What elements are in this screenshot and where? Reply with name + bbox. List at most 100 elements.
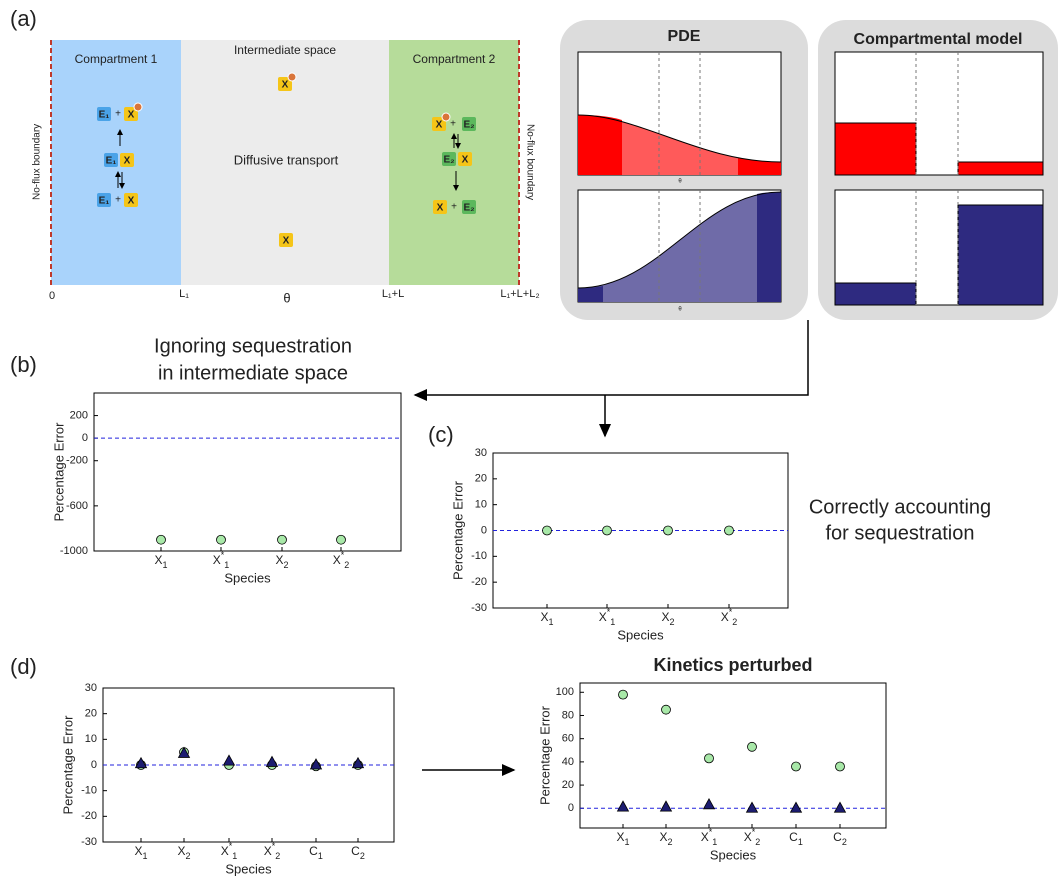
marker (278, 535, 287, 544)
phospho-badge (442, 113, 450, 121)
x-tick-label: X*1 (599, 607, 616, 627)
x-axis-label: Species (617, 627, 664, 642)
region-label: Intermediate space (234, 43, 336, 57)
molecule-label: E₂ (463, 203, 474, 214)
block (958, 162, 1043, 175)
x-tick-label: C2 (351, 844, 365, 861)
y-tick-label: -1000 (60, 545, 88, 557)
molecule-label: X (436, 120, 443, 131)
y-tick-label: -30 (81, 836, 97, 848)
panel-label: (a) (10, 6, 37, 31)
x-tick-label: C1 (789, 830, 803, 847)
region-label: Compartment 2 (413, 52, 496, 66)
plus: + (450, 119, 456, 130)
compartment-panel: Compartmental model (818, 20, 1058, 320)
x-tick-label: C2 (833, 830, 847, 847)
y-tick-label: 0 (568, 802, 574, 814)
x-tick-label: X*2 (721, 607, 738, 627)
block (958, 205, 1043, 305)
y-tick-label: -10 (81, 785, 97, 797)
block (835, 123, 916, 175)
x-tick-label: X*1 (213, 550, 230, 570)
x-tick-label: X2 (659, 830, 672, 847)
y-axis-label: Percentage Error (60, 715, 75, 815)
x-tick-label: C1 (309, 844, 323, 861)
x-tick-label: X2 (275, 553, 288, 570)
molecule-label: X (282, 80, 289, 91)
y-tick-label: 20 (85, 708, 97, 720)
y-tick-label: -20 (81, 810, 97, 822)
marker (157, 535, 166, 544)
molecule-label: E₁ (106, 156, 117, 167)
axis-label: θ (283, 290, 290, 305)
x-tick-label: X*2 (333, 550, 350, 570)
flow-arrow (415, 320, 808, 395)
figure: (a) (b) (c) (d) Compartment 1 Intermedia… (0, 0, 1063, 881)
x-tick-label: X*1 (701, 827, 718, 847)
molecule-label: X (283, 236, 290, 247)
boundary-label: No-flux boundary (524, 124, 535, 200)
y-tick-label: 0 (91, 759, 97, 771)
y-tick-label: 40 (562, 756, 574, 768)
x-tick-label: X1 (540, 610, 553, 627)
axis-tick: 0 (49, 290, 55, 302)
pde-panel: PDE θ θ (560, 20, 808, 320)
axis-tick: L₁+L+L₂ (500, 288, 539, 300)
y-tick-label: -20 (471, 576, 487, 588)
region-label: Compartment 1 (75, 52, 158, 66)
x-tick-label: X2 (661, 610, 674, 627)
y-tick-label: 20 (475, 473, 487, 485)
annotation: Correctly accounting (809, 496, 991, 518)
y-axis-label: Percentage Error (450, 480, 465, 580)
y-tick-label: 60 (562, 733, 574, 745)
panel-label: (b) (10, 352, 37, 377)
panel-title: Compartmental model (854, 31, 1023, 48)
panel-label: (c) (428, 422, 454, 447)
x-axis-label: Species (710, 847, 757, 862)
plot-frame (94, 393, 401, 551)
plus: + (115, 195, 121, 206)
axis-tick: L₁+L (382, 288, 404, 300)
y-axis-label: Percentage Error (51, 422, 66, 522)
panel-title: PDE (668, 28, 701, 45)
boundary-label: No-flux boundary (32, 124, 43, 200)
y-tick-label: 10 (85, 733, 97, 745)
y-tick-label: 30 (85, 682, 97, 694)
molecule-label: X (128, 110, 135, 121)
marker (664, 526, 673, 535)
density (578, 115, 622, 175)
x-tick-label: X*2 (744, 827, 761, 847)
molecule-label: E₁ (99, 110, 110, 121)
phospho-badge (288, 73, 296, 81)
y-tick-label: 100 (556, 686, 574, 698)
marker (337, 535, 346, 544)
marker (619, 690, 628, 699)
marker (705, 754, 714, 763)
y-tick-label: -600 (66, 500, 88, 512)
plus: + (115, 109, 121, 120)
y-tick-label: -30 (471, 602, 487, 614)
x-tick-label: X2 (177, 844, 190, 861)
phospho-badge (134, 103, 142, 111)
y-tick-label: 200 (70, 409, 88, 421)
x-tick-label: X*1 (221, 841, 238, 861)
marker (662, 705, 671, 714)
y-tick-label: 80 (562, 709, 574, 721)
molecule-label: X (462, 155, 469, 166)
y-tick-label: 10 (475, 499, 487, 511)
marker (792, 762, 801, 771)
x-axis-label: Species (225, 861, 272, 876)
molecule-label: X (124, 156, 131, 167)
molecule-label: X (128, 196, 135, 207)
chart-title: Ignoring sequestration (154, 335, 352, 357)
axis-tick: L₁ (179, 288, 189, 300)
x-tick-label: X1 (134, 844, 147, 861)
annotation: for sequestration (826, 522, 975, 544)
chart-title: Kinetics perturbed (653, 655, 812, 675)
y-tick-label: 20 (562, 779, 574, 791)
molecule-label: E₁ (99, 196, 110, 207)
molecule-label: E₂ (463, 120, 474, 131)
molecule-label: X (437, 203, 444, 214)
y-tick-label: 0 (82, 432, 88, 444)
x-tick-label: X*2 (264, 841, 281, 861)
